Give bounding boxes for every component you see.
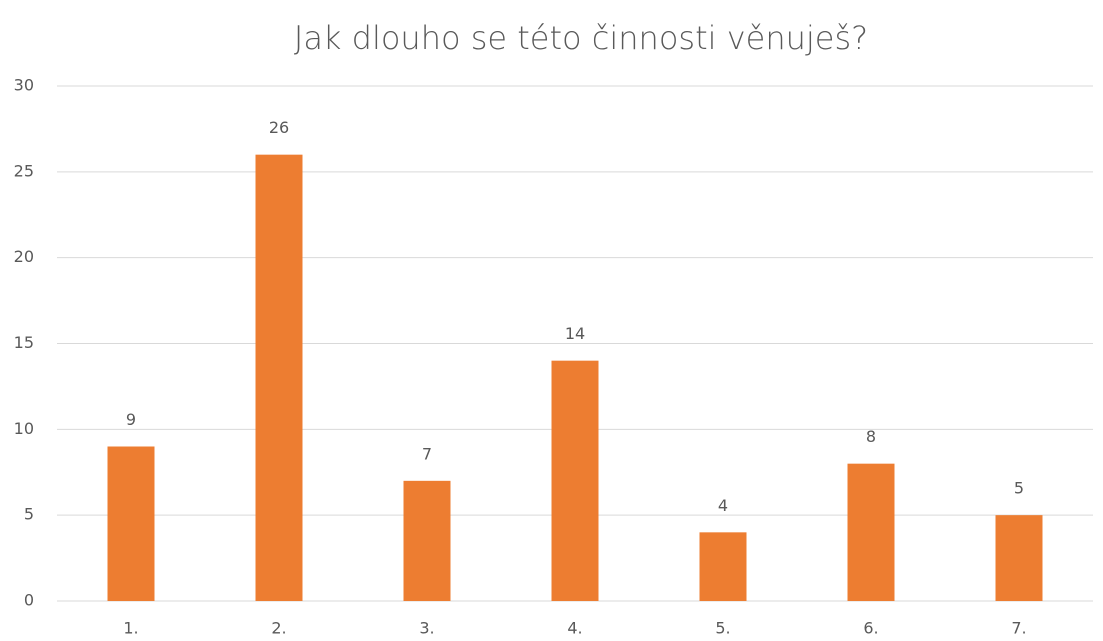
data-label: 7	[422, 444, 432, 463]
data-label: 4	[718, 496, 728, 515]
bar	[699, 532, 747, 601]
bar	[995, 515, 1043, 601]
y-tick-label: 30	[14, 76, 34, 95]
bar	[107, 446, 155, 601]
bar	[255, 154, 303, 601]
data-label: 14	[565, 324, 585, 343]
bar	[551, 360, 599, 601]
x-tick-label: 1.	[123, 619, 138, 638]
y-tick-label: 0	[24, 591, 34, 610]
x-tick-label: 4.	[567, 619, 582, 638]
y-tick-label: 20	[14, 247, 34, 266]
x-tick-label: 5.	[715, 619, 730, 638]
x-tick-label: 6.	[863, 619, 878, 638]
bar	[847, 463, 895, 601]
x-tick-label: 2.	[271, 619, 286, 638]
x-tick-label: 3.	[419, 619, 434, 638]
data-label: 26	[269, 118, 289, 137]
chart-title: Jak dlouho se této činnosti věnuješ?	[294, 19, 868, 57]
y-tick-label: 15	[14, 333, 34, 352]
x-tick-label: 7.	[1011, 619, 1026, 638]
bar	[403, 480, 451, 601]
data-label: 9	[126, 410, 136, 429]
y-tick-label: 25	[14, 161, 34, 180]
data-label: 8	[866, 427, 876, 446]
data-label: 5	[1014, 479, 1024, 498]
y-tick-label: 10	[14, 419, 34, 438]
y-tick-label: 5	[24, 505, 34, 524]
